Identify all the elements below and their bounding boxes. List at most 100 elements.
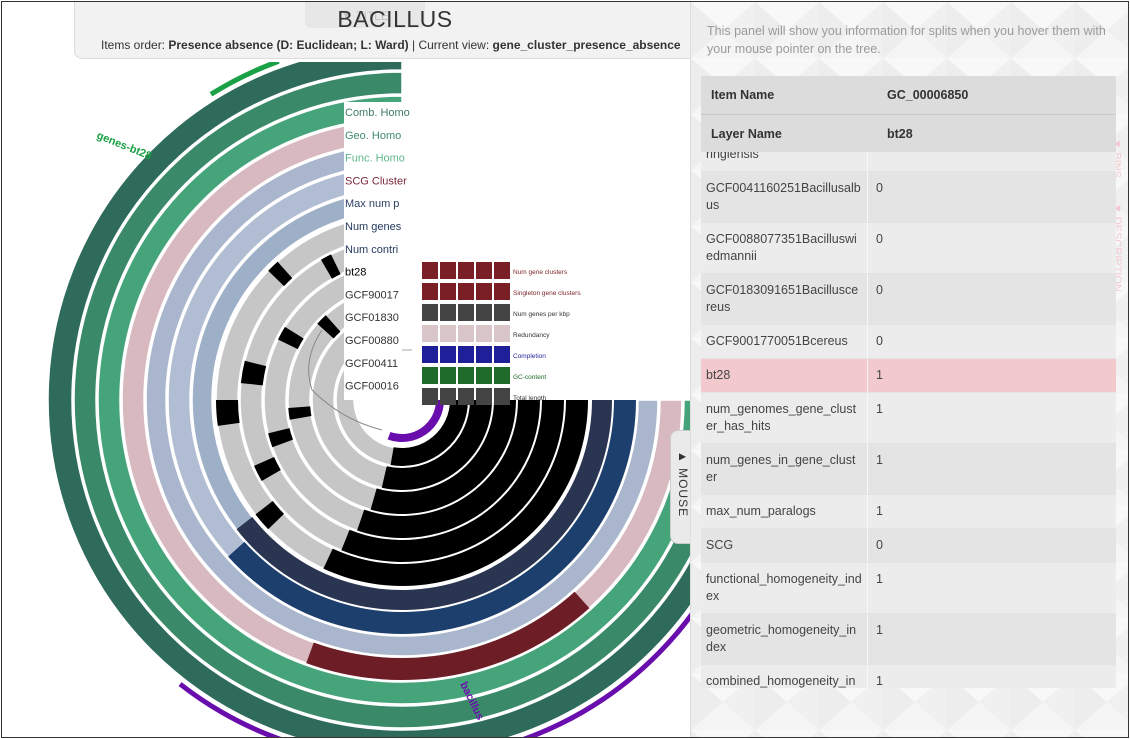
sample-layer-cell[interactable] — [494, 346, 510, 363]
circular-phylogram[interactable]: Comb. Homo Geo. Homo Func. Homo SCG Cluster… — [2, 45, 765, 738]
genome-presence-block — [268, 428, 293, 448]
sample-layer-cell[interactable] — [440, 388, 456, 405]
genome-presence-block — [321, 254, 341, 279]
sample-layer-cell[interactable] — [440, 367, 456, 384]
table-row[interactable]: max_num_paralogs 1 — [701, 495, 1116, 529]
table-row[interactable]: geometric_homogeneity_index 1 — [701, 614, 1116, 665]
layer-name-label: GCF01830 — [345, 312, 399, 324]
layer-name-label: GCF00016 — [345, 381, 399, 393]
row-value: 0 — [876, 334, 883, 348]
sample-layer-cell[interactable] — [458, 325, 474, 342]
row-key: num_genes_in_gene_cluster — [701, 444, 868, 494]
layer-name-label: Geo. Homo — [345, 130, 401, 142]
sample-layer-cell[interactable] — [494, 262, 510, 279]
table-row[interactable]: combined_homogeneity_index 1 — [701, 665, 1116, 688]
geo-homogeneity-ring[interactable] — [73, 71, 731, 729]
row-key: max_num_paralogs — [701, 495, 868, 528]
layer-name-row: Layer Name bt28 — [701, 115, 1116, 154]
info-table-header: Item Name GC_00006850 Layer Name bt28 — [701, 76, 1116, 154]
genome-presence-block — [317, 315, 341, 339]
row-value: 1 — [876, 402, 883, 416]
sample-layer-cell[interactable] — [440, 262, 456, 279]
sample-layer-cell[interactable] — [458, 262, 474, 279]
table-row[interactable]: num_genes_in_gene_cluster 1 — [701, 444, 1116, 495]
layer-name-label: Func. Homo — [345, 153, 405, 165]
bin-genes-bt28-arc[interactable] — [209, 58, 280, 97]
table-row[interactable]: functional_homogeneity_index 1 — [701, 563, 1116, 614]
sample-layer-cell[interactable] — [458, 304, 474, 321]
info-table-body[interactable]: ringiensis GCF0041160251Bacillusalbus 0 GCF… — [701, 152, 1116, 688]
genome-layers — [215, 213, 589, 587]
sample-layer-cell[interactable] — [476, 388, 492, 405]
table-row[interactable]: GCF0088077351Bacilluswiedmannii 0 — [701, 223, 1116, 274]
table-row[interactable]: GCF9001770051Bcereus 0 — [701, 325, 1116, 359]
sample-layer-cell[interactable] — [422, 325, 438, 342]
genome-presence-block — [288, 406, 312, 420]
table-row[interactable]: num_genomes_gene_cluster_has_hits 1 — [701, 393, 1116, 444]
genome-presence-block — [277, 326, 304, 350]
func-homogeneity-ring[interactable] — [97, 95, 707, 705]
genome-presence-block — [255, 500, 285, 530]
row-key: functional_homogeneity_index — [701, 563, 868, 613]
title-toggle-tab[interactable]: ▼ TITLE — [305, 2, 425, 28]
row-value: 0 — [876, 538, 883, 552]
mouse-panel-tab[interactable]: ▲ MOUSE — [670, 430, 693, 544]
sample-layer-cell[interactable] — [440, 283, 456, 300]
sample-layer-cell[interactable] — [476, 283, 492, 300]
sample-layer-cell[interactable] — [458, 367, 474, 384]
table-row[interactable]: bt28 1 — [701, 359, 1116, 393]
table-row[interactable]: SCG 0 — [701, 529, 1116, 563]
layer-name-label: Max num p — [345, 198, 399, 210]
layer-name-label: GCF00411 — [345, 358, 398, 370]
sample-layer-cell[interactable] — [476, 367, 492, 384]
layer-name-value: bt28 — [887, 127, 913, 141]
sample-layer-cell[interactable] — [440, 346, 456, 363]
sample-layer-cell[interactable] — [440, 325, 456, 342]
info-table-rows: ringiensis GCF0041160251Bacillusalbus 0 GCF… — [701, 152, 1116, 688]
sample-layer-cell[interactable] — [422, 262, 438, 279]
sample-layer-label: Total length — [513, 395, 547, 402]
layer-label-panel — [344, 102, 402, 400]
sample-layer-cell[interactable] — [440, 304, 456, 321]
sample-layer-cell[interactable] — [422, 346, 438, 363]
item-name-row: Item Name GC_00006850 — [701, 76, 1116, 115]
subtitle-separator: | — [408, 38, 419, 52]
row-value: 1 — [876, 572, 883, 586]
item-name-value: GC_00006850 — [887, 88, 969, 102]
sample-layer-cell[interactable] — [476, 304, 492, 321]
row-value: 1 — [876, 504, 883, 518]
items-order-label: Items order: — [101, 38, 166, 52]
sample-layer-cell[interactable] — [476, 262, 492, 279]
sample-layer-cell[interactable] — [422, 367, 438, 384]
row-key: GCF9001770051Bcereus — [701, 325, 868, 358]
sample-layer-cell[interactable] — [458, 388, 474, 405]
items-order-value: Presence absence (D: Euclidean; L: Ward) — [168, 38, 409, 52]
dendrogram-bacillus-clade[interactable] — [387, 400, 444, 443]
row-key: GCF0088077351Bacilluswiedmannii — [701, 223, 868, 273]
sample-layer-cell[interactable] — [422, 283, 438, 300]
sample-layer-cell[interactable] — [422, 388, 438, 405]
tree-canvas[interactable]: Comb. Homo Geo. Homo Func. Homo SCG Cluster… — [2, 45, 765, 738]
sample-layer-cell[interactable] — [458, 283, 474, 300]
table-row[interactable]: ringiensis — [701, 152, 1116, 172]
sample-layer-cell[interactable] — [494, 367, 510, 384]
sample-layer-label: Singleton gene clusters — [513, 290, 581, 297]
dendrogram-branch — [308, 329, 383, 431]
sample-layer-cell[interactable] — [494, 388, 510, 405]
sample-layer-cell[interactable] — [476, 325, 492, 342]
row-value: 0 — [876, 283, 883, 297]
sample-layer-cell[interactable] — [494, 283, 510, 300]
item-name-key: Item Name — [711, 88, 775, 102]
sample-layer-cell[interactable] — [422, 304, 438, 321]
sample-layers: Num gene clusters Singleton gene clusters… — [422, 262, 581, 405]
sample-layer-cell[interactable] — [494, 304, 510, 321]
sample-layer-cell[interactable] — [476, 346, 492, 363]
table-row[interactable]: GCF0183091651Bacilluscereus 0 — [701, 274, 1116, 325]
genome-presence-block — [341, 400, 564, 562]
table-row[interactable]: GCF0041160251Bacillusalbus 0 — [701, 172, 1116, 223]
layer-name-label: Num genes — [345, 221, 402, 233]
sample-layer-cell[interactable] — [494, 325, 510, 342]
row-value: 1 — [876, 623, 883, 637]
row-key: geometric_homogeneity_index — [701, 614, 868, 664]
sample-layer-cell[interactable] — [458, 346, 474, 363]
